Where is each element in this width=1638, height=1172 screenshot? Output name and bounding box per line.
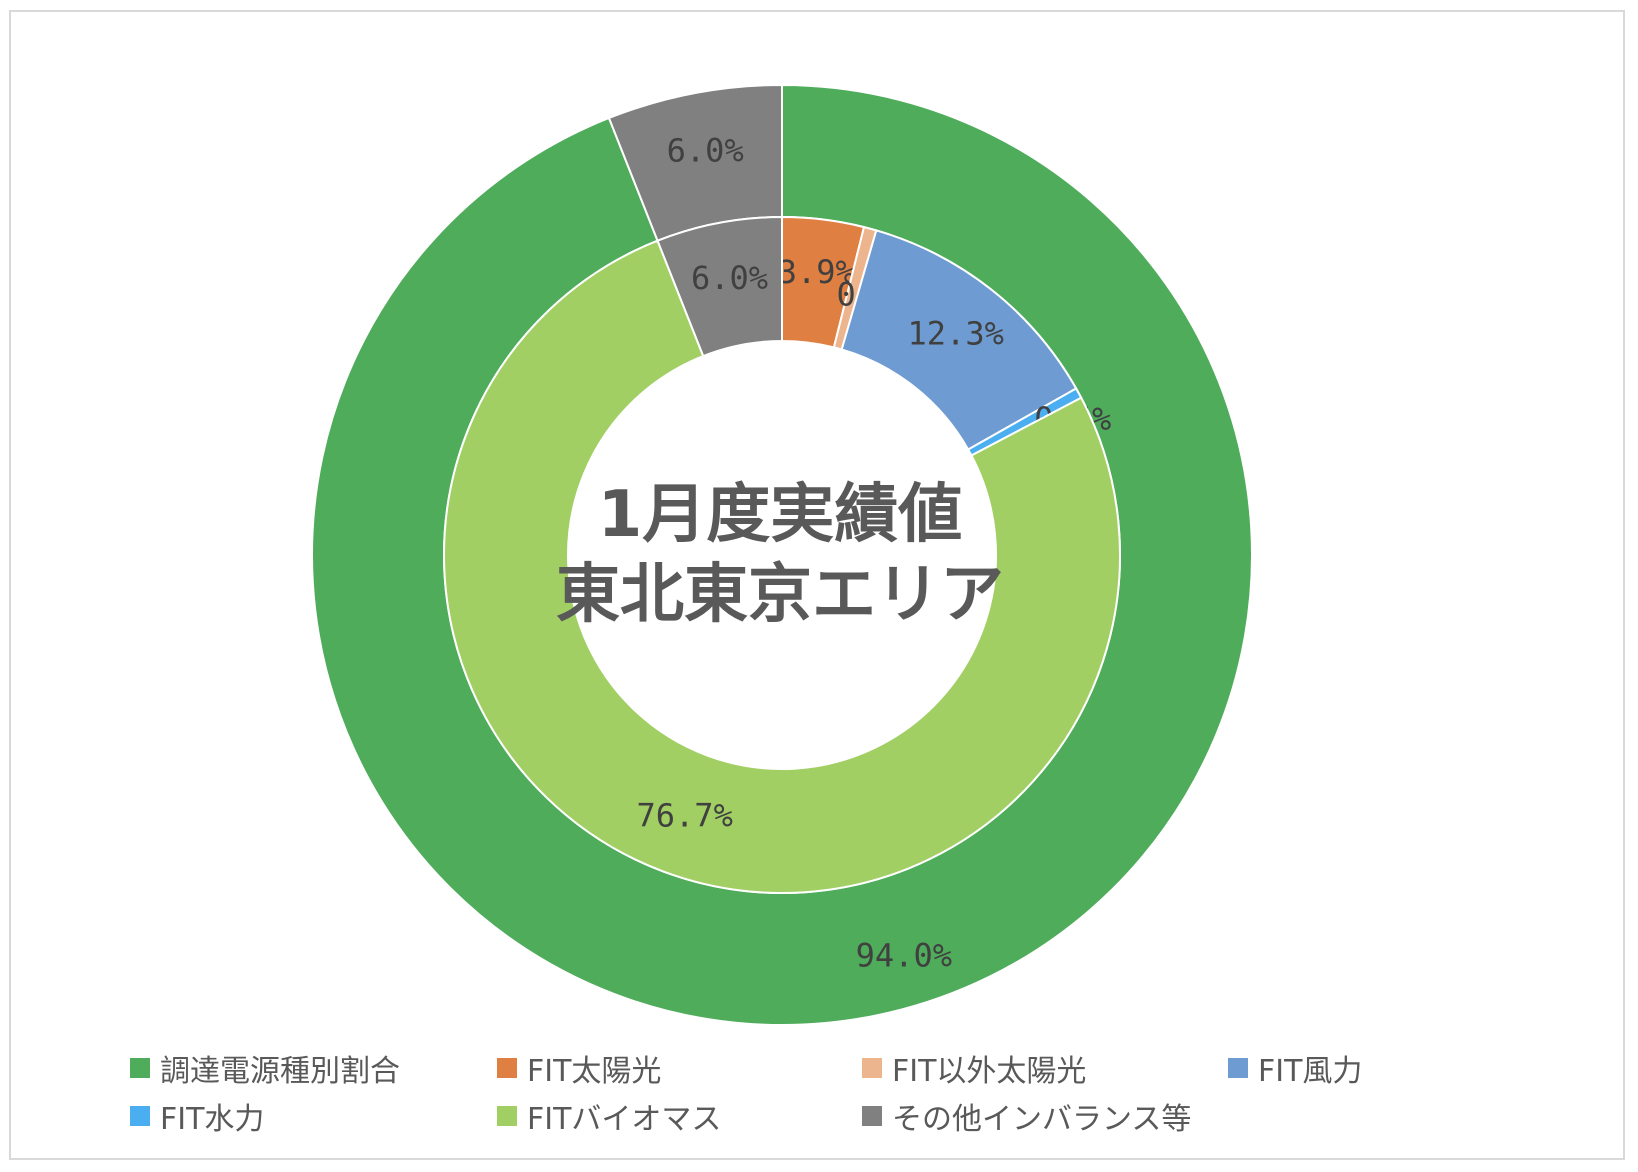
outer-data-label-1: 6.0% [667,131,744,169]
center-label-line-1: 1月度実績値 [597,478,963,552]
inner-data-label-5: 6.0% [691,259,768,297]
inner-data-label-0: 3.9% [778,253,855,291]
inner-slice-5 [656,215,783,358]
outer-data-label-0: 94.0% [856,937,952,975]
inner-slice-4 [443,239,1121,894]
center-label: 1月度実績値 東北東京エリア [470,475,1090,635]
inner-data-label-4: 76.7% [637,797,733,835]
center-label-line-2: 東北東京エリア [556,558,1004,632]
inner-data-label-2: 12.3% [908,314,1004,352]
